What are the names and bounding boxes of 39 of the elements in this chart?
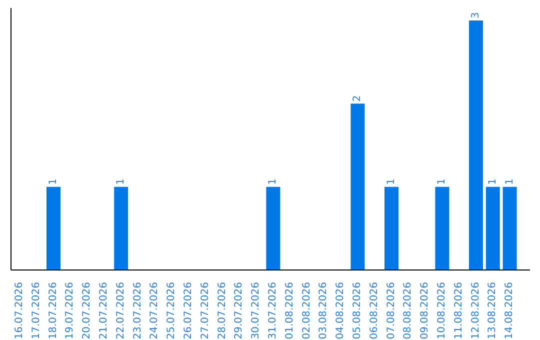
x-tick-label: 10.08.2026 — [436, 282, 448, 340]
x-tick-label: 23.07.2026 — [132, 282, 144, 340]
x-tick-label: 29.07.2026 — [234, 282, 245, 340]
x-tick-label: 08.08.2026 — [402, 282, 414, 340]
x-tick-label: 19.07.2026 — [64, 282, 76, 340]
data-label: 1 — [487, 178, 498, 185]
x-tick-label: 11.08.2026 — [453, 282, 464, 340]
data-label: 1 — [48, 178, 59, 185]
x-tick-label: 18.07.2026 — [48, 282, 59, 340]
data-label: 1 — [116, 178, 127, 185]
x-tick-label: 09.08.2026 — [420, 282, 431, 340]
x-tick-label: 01.08.2026 — [284, 282, 296, 340]
x-tick-label: 04.08.2026 — [335, 282, 346, 340]
data-label: 1 — [504, 178, 516, 185]
x-tick-label: 07.08.2026 — [386, 282, 397, 340]
data-label: 3 — [470, 12, 482, 18]
x-tick-label: 31.07.2026 — [267, 282, 278, 340]
x-tick-label: 03.08.2026 — [318, 282, 330, 340]
x-tick-label: 26.07.2026 — [182, 282, 194, 340]
x-tick-label: 14.08.2026 — [504, 282, 516, 340]
x-tick-label: 27.07.2026 — [200, 282, 211, 340]
x-tick-label: 21.07.2026 — [98, 282, 110, 340]
data-label: 1 — [268, 178, 279, 185]
x-tick-label: 16.07.2026 — [14, 282, 25, 340]
x-tick-label: 30.07.2026 — [250, 282, 262, 340]
x-tick-label: 28.07.2026 — [216, 282, 228, 340]
x-tick-label: 24.07.2026 — [149, 282, 160, 340]
x-tick-label: 22.07.2026 — [115, 282, 126, 340]
data-label: 1 — [386, 178, 397, 185]
x-tick-label: 25.07.2026 — [166, 282, 178, 340]
x-tick-label: 13.08.2026 — [487, 282, 498, 340]
x-tick-label: 02.08.2026 — [301, 282, 312, 340]
x-tick-label: 06.08.2026 — [368, 282, 380, 340]
data-label: 2 — [352, 95, 364, 102]
x-tick-label: 20.07.2026 — [82, 282, 93, 340]
data-label: 1 — [436, 178, 448, 185]
x-tick-label: 05.08.2026 — [352, 282, 363, 340]
x-tick-label: 17.07.2026 — [30, 282, 42, 340]
x-tick-label: 12.08.2026 — [470, 282, 482, 340]
